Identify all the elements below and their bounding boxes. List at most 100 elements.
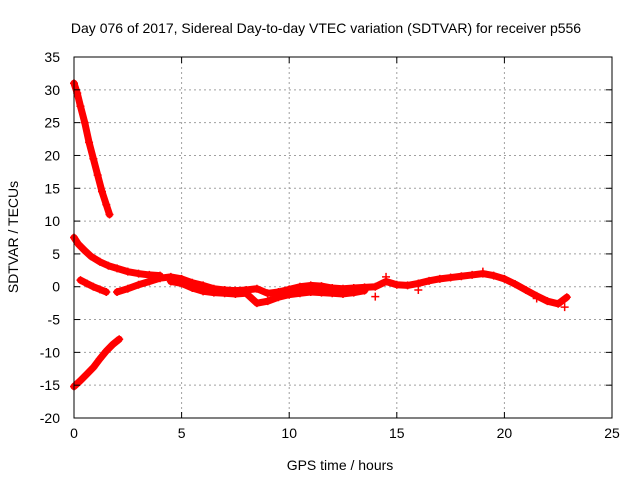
x-tick-label: 15 xyxy=(389,425,405,441)
data-point-marker xyxy=(166,277,175,286)
data-point-marker xyxy=(76,376,85,385)
data-point-marker xyxy=(95,354,104,363)
data-point-marker xyxy=(95,285,104,294)
data-point-marker xyxy=(105,210,114,219)
y-tick-label: -20 xyxy=(40,410,60,426)
y-tick-label: 20 xyxy=(44,147,60,163)
data-point-marker xyxy=(134,269,143,278)
data-point-marker xyxy=(560,303,569,312)
data-point-marker xyxy=(134,280,143,289)
data-point-marker xyxy=(76,276,85,285)
y-tick-label: 5 xyxy=(52,246,60,262)
axis-ticks xyxy=(73,56,613,419)
chart-title: Day 076 of 2017, Sidereal Day-to-day VTE… xyxy=(71,20,581,36)
data-point-marker xyxy=(349,288,358,297)
data-point-marker xyxy=(177,279,186,288)
data-point-marker xyxy=(425,276,434,285)
y-tick-label: 25 xyxy=(44,115,60,131)
data-point-marker xyxy=(82,279,91,288)
data-point-marker xyxy=(382,272,391,281)
data-point-marker xyxy=(511,280,520,289)
data-point-marker xyxy=(82,370,91,379)
data-point-marker xyxy=(252,284,261,293)
y-tick-label: 15 xyxy=(44,180,60,196)
data-point-marker xyxy=(76,102,85,111)
data-points xyxy=(70,79,571,391)
data-point-marker xyxy=(562,293,571,302)
data-point-marker xyxy=(360,286,369,295)
data-point-marker xyxy=(274,293,283,302)
y-tick-label: 0 xyxy=(52,279,60,295)
data-point-marker xyxy=(123,267,132,276)
data-point-marker xyxy=(403,281,412,290)
plot-frame xyxy=(73,56,613,419)
data-point-marker xyxy=(252,299,261,308)
series-band-ascending-arc-low xyxy=(70,335,123,390)
data-point-marker xyxy=(102,287,111,296)
data-point-marker xyxy=(80,246,89,255)
grid-lines xyxy=(74,57,612,418)
data-point-marker xyxy=(89,154,98,163)
y-tick-label: -5 xyxy=(48,312,61,328)
x-tick-label: 0 xyxy=(70,425,78,441)
y-tick-label: 35 xyxy=(44,49,60,65)
y-tick-label: -15 xyxy=(40,377,60,393)
data-point-marker xyxy=(199,287,208,296)
x-axis-label: GPS time / hours xyxy=(287,457,394,473)
data-point-marker xyxy=(328,289,337,298)
data-point-marker xyxy=(115,335,124,344)
data-point-marker xyxy=(97,187,106,196)
data-point-marker xyxy=(102,200,111,209)
data-point-marker xyxy=(209,288,218,297)
x-tick-label: 25 xyxy=(604,425,620,441)
y-tick-label: -10 xyxy=(40,344,60,360)
data-point-marker xyxy=(489,271,498,280)
data-point-marker xyxy=(113,264,122,273)
data-point-marker xyxy=(74,240,83,249)
data-point-marker xyxy=(242,289,251,298)
data-point-marker xyxy=(89,363,98,372)
data-point-marker xyxy=(220,289,229,298)
data-point-marker xyxy=(80,118,89,127)
x-tick-label: 5 xyxy=(178,425,186,441)
x-tick-label: 10 xyxy=(281,425,297,441)
y-axis-label: SDTVAR / TECUs xyxy=(5,181,21,293)
data-point-marker xyxy=(468,270,477,279)
data-point-marker xyxy=(123,284,132,293)
data-point-marker xyxy=(93,171,102,180)
data-point-marker xyxy=(371,292,380,301)
tick-labels: 0 5 10 15 20 25 -20 -15 -10 -5 0 5 10 15 20 25 30 35 xyxy=(40,49,620,441)
data-point-marker xyxy=(113,287,122,296)
data-point-marker xyxy=(532,294,541,303)
data-point-marker xyxy=(317,288,326,297)
data-point-marker xyxy=(500,274,509,283)
data-point-marker xyxy=(145,277,154,286)
data-point-marker xyxy=(188,284,197,293)
data-point-marker xyxy=(102,347,111,356)
data-point-marker xyxy=(285,290,294,299)
data-point-marker xyxy=(306,287,315,296)
data-point-marker xyxy=(478,267,487,276)
data-point-marker xyxy=(263,289,272,298)
data-point-marker xyxy=(73,89,82,98)
data-point-marker xyxy=(414,286,423,295)
data-point-marker xyxy=(85,138,94,147)
data-point-marker xyxy=(392,280,401,289)
data-point-marker xyxy=(104,261,113,270)
data-point-marker xyxy=(554,299,563,308)
data-point-marker xyxy=(95,257,104,266)
data-point-marker xyxy=(339,289,347,298)
data-point-marker xyxy=(521,286,530,295)
y-tick-label: 10 xyxy=(44,213,60,229)
data-point-marker xyxy=(457,272,466,281)
data-point-marker xyxy=(89,282,98,291)
x-tick-label: 20 xyxy=(497,425,513,441)
data-point-marker xyxy=(231,289,240,298)
series-band-descending-arc-high xyxy=(70,79,114,219)
y-tick-label: 30 xyxy=(44,82,60,98)
data-point-marker xyxy=(446,273,455,282)
data-point-marker xyxy=(435,274,444,283)
data-point-marker xyxy=(295,289,304,298)
data-point-marker xyxy=(87,252,96,261)
